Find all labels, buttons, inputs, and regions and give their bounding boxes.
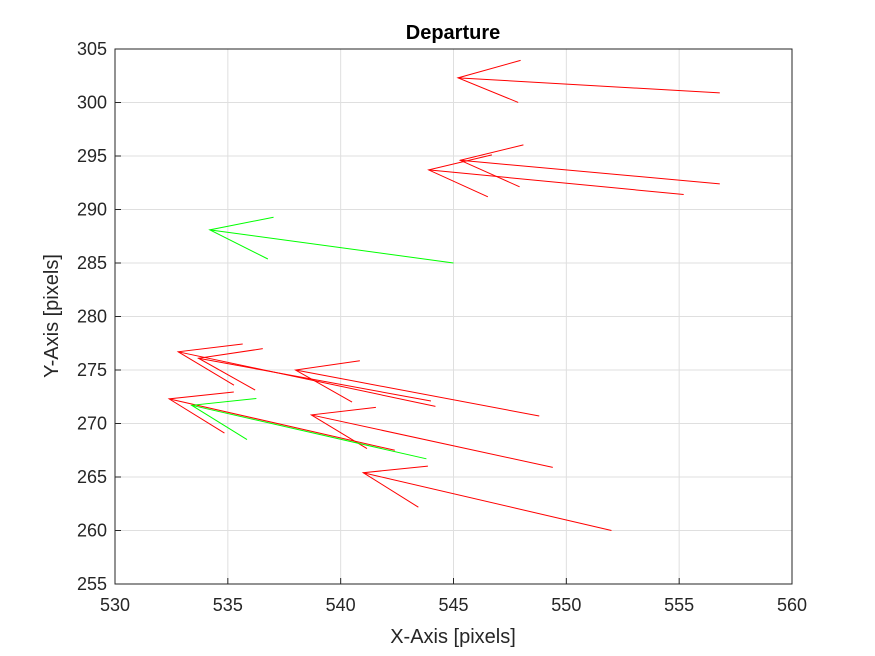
vector-arrow-red bbox=[176, 343, 436, 407]
arrow-shaft bbox=[209, 229, 454, 264]
y-tick-label: 275 bbox=[77, 360, 107, 380]
arrow-head bbox=[196, 348, 263, 391]
vector-arrow-red bbox=[294, 360, 540, 417]
vector-arrow-green bbox=[190, 397, 427, 460]
vector-arrow-red bbox=[458, 144, 720, 188]
arrow-shaft bbox=[169, 398, 395, 451]
arrow-shaft bbox=[311, 414, 553, 468]
arrow-head bbox=[309, 406, 376, 449]
y-axis-ticks: 255 260 265 270 275 280 285 290 295 300 305 bbox=[77, 39, 121, 594]
arrow-head bbox=[167, 391, 234, 434]
arrow-head bbox=[190, 397, 257, 440]
arrow-shaft bbox=[178, 351, 436, 407]
arrow-head bbox=[208, 216, 274, 260]
y-tick-label: 255 bbox=[77, 574, 107, 594]
y-tick-label: 300 bbox=[77, 93, 107, 113]
vector-arrow-red bbox=[196, 348, 432, 402]
y-axis-label: Y-Axis [pixels] bbox=[41, 254, 63, 378]
vector-arrow-red bbox=[309, 406, 553, 468]
arrow-head bbox=[456, 59, 521, 103]
x-tick-label: 545 bbox=[438, 595, 468, 615]
x-tick-label: 535 bbox=[213, 595, 243, 615]
y-tick-label: 280 bbox=[77, 307, 107, 327]
x-tick-label: 550 bbox=[551, 595, 581, 615]
arrow-head bbox=[427, 154, 493, 198]
arrow-head bbox=[176, 343, 243, 386]
x-axis-label: X-Axis [pixels] bbox=[390, 626, 516, 648]
vector-arrow-red bbox=[167, 391, 395, 451]
arrow-shaft bbox=[428, 169, 684, 196]
arrow-head bbox=[361, 465, 428, 508]
chart-title: Departure bbox=[406, 22, 500, 44]
vector-field bbox=[167, 59, 720, 531]
x-tick-label: 560 bbox=[777, 595, 807, 615]
vector-arrow-green bbox=[208, 216, 454, 264]
y-tick-label: 260 bbox=[77, 521, 107, 541]
arrow-shaft bbox=[295, 369, 540, 417]
arrow-shaft bbox=[198, 357, 432, 402]
y-tick-label: 285 bbox=[77, 253, 107, 273]
x-tick-label: 530 bbox=[100, 595, 130, 615]
y-tick-label: 295 bbox=[77, 146, 107, 166]
y-tick-label: 270 bbox=[77, 414, 107, 434]
y-tick-label: 265 bbox=[77, 467, 107, 487]
arrow-head bbox=[458, 144, 524, 188]
x-axis-ticks: 530 535 540 545 550 555 560 bbox=[100, 578, 807, 615]
vector-arrow-red bbox=[427, 154, 684, 198]
y-tick-label: 305 bbox=[77, 39, 107, 59]
arrow-shaft bbox=[191, 404, 427, 460]
arrow-shaft bbox=[457, 77, 720, 94]
arrow-head bbox=[294, 360, 360, 403]
y-tick-label: 290 bbox=[77, 200, 107, 220]
arrow-shaft bbox=[460, 159, 720, 185]
arrow-shaft bbox=[363, 472, 612, 531]
x-tick-label: 555 bbox=[664, 595, 694, 615]
x-tick-label: 540 bbox=[326, 595, 356, 615]
vector-arrow-red bbox=[361, 465, 612, 531]
vector-arrow-red bbox=[456, 59, 720, 103]
